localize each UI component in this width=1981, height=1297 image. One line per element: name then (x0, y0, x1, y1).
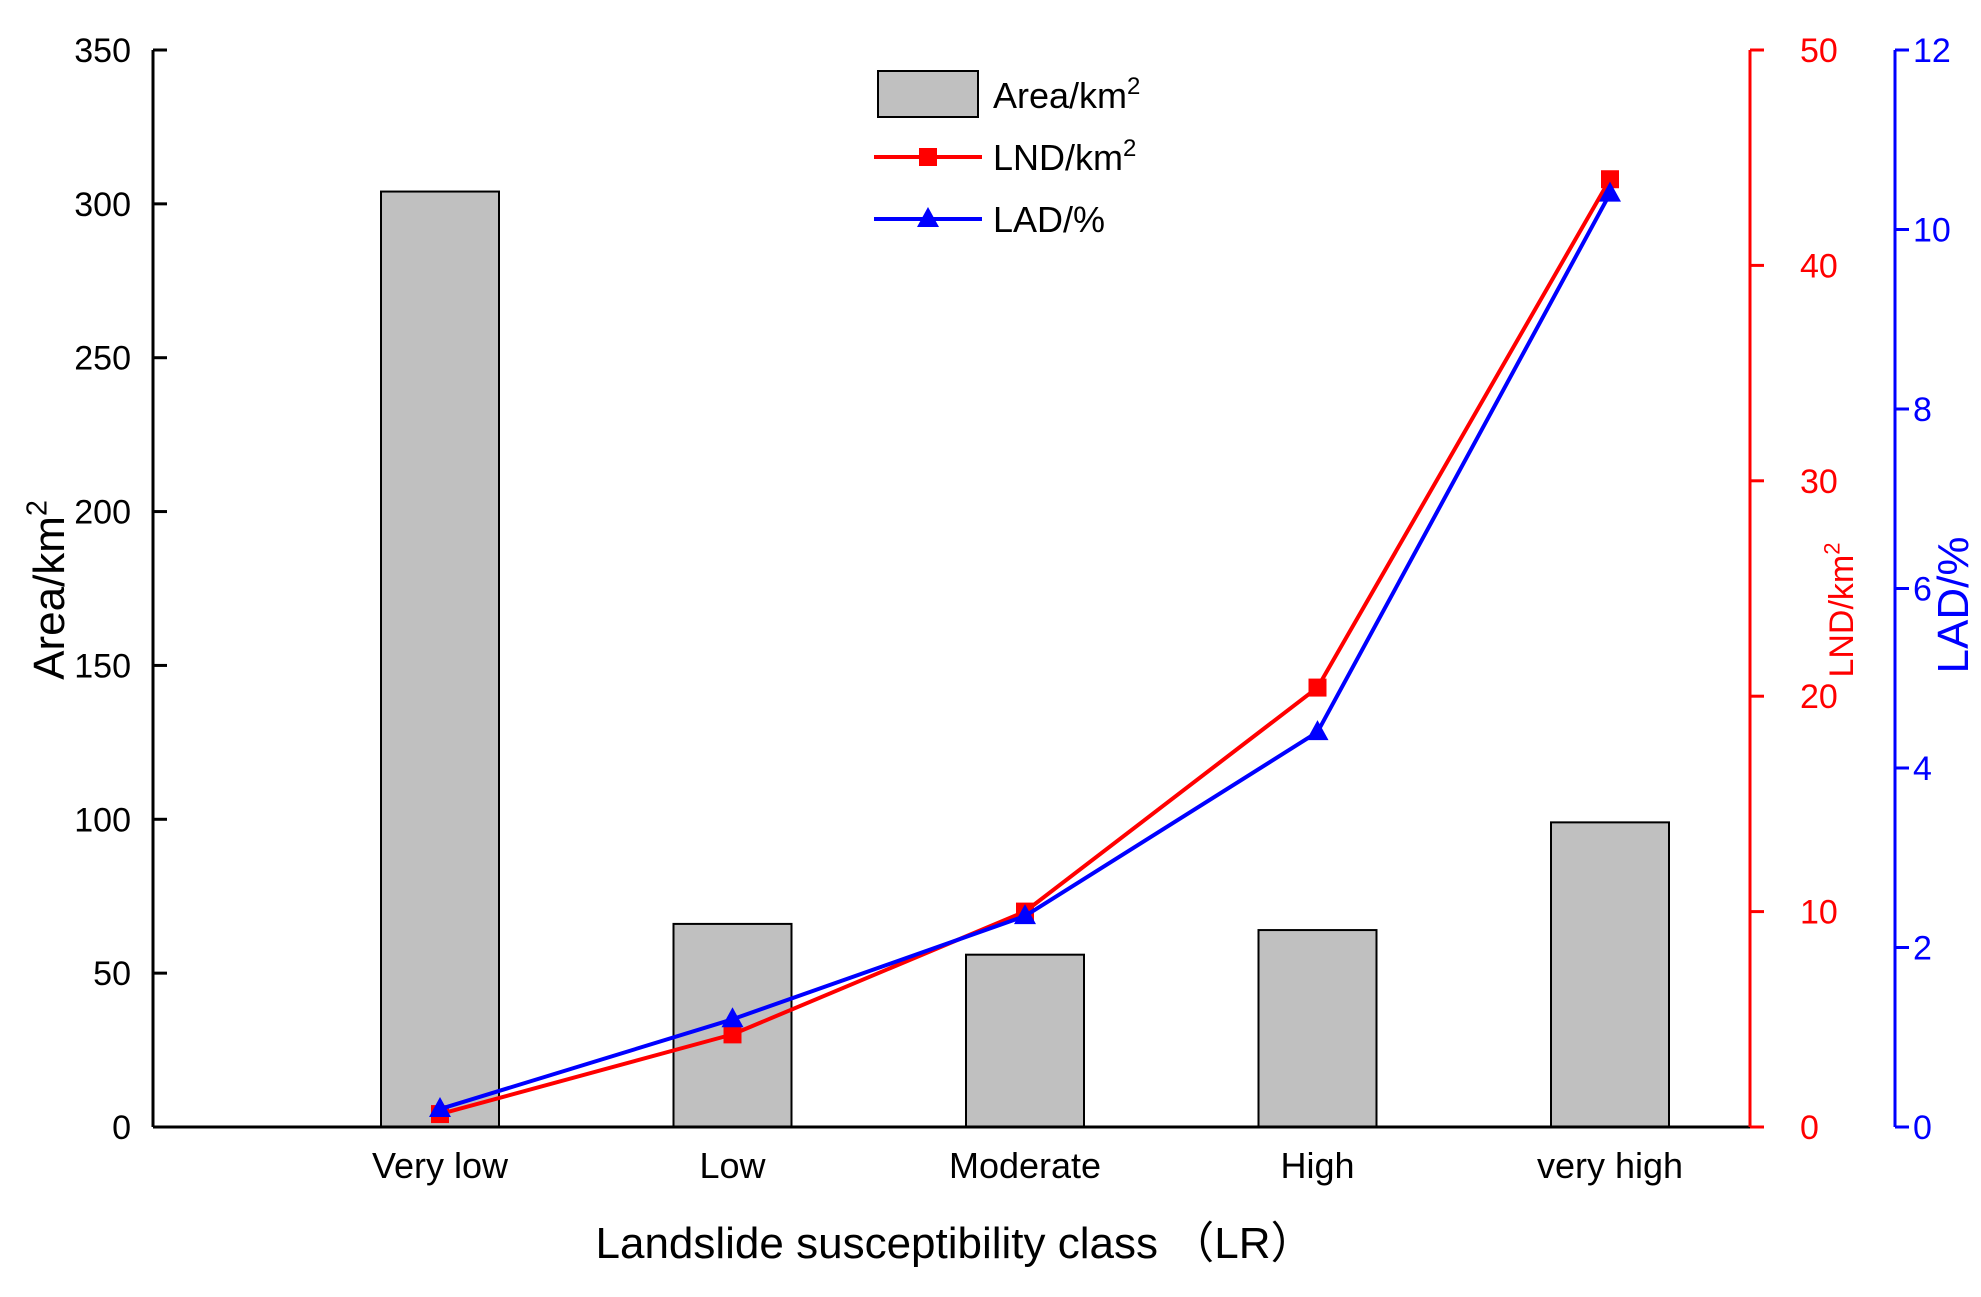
right-lnd-tick-label: 20 (1800, 678, 1838, 716)
right-lad-axis-title: LAD/% (1929, 537, 1978, 674)
legend-label: LAD/% (993, 199, 1105, 240)
x-tick-label: Very low (372, 1145, 509, 1186)
left-tick-label: 150 (74, 647, 131, 685)
x-tick-label: Low (699, 1145, 766, 1186)
left-tick-label: 200 (74, 494, 131, 532)
left-axis-title: Area/km2 (21, 500, 74, 680)
right-lad-tick-label: 4 (1913, 750, 1932, 788)
bar-very-low (380, 190, 500, 1128)
right-lad-tick-label: 6 (1913, 571, 1932, 609)
point-triangle-0 (429, 1097, 451, 1118)
bar-moderate (965, 953, 1085, 1128)
right-lnd-tick-label: 0 (1800, 1109, 1819, 1147)
right-lad-tick-label: 2 (1913, 930, 1932, 968)
point-square-3 (1308, 678, 1327, 697)
legend-label: Area/km2 (993, 73, 1140, 116)
right-lnd-tick-label: 10 (1800, 894, 1838, 932)
right-lad-tick-label: 8 (1913, 391, 1932, 429)
left-tick-label: 350 (74, 32, 131, 70)
right-lad-tick-label: 12 (1913, 32, 1951, 70)
legend-swatch-bar (877, 70, 979, 118)
bar-very-high (1550, 821, 1670, 1128)
left-tick-label: 0 (112, 1109, 131, 1147)
right-lnd-axis-title: LND/km2 (1819, 542, 1861, 677)
right-lnd-tick-label: 50 (1800, 32, 1838, 70)
point-triangle-2 (1014, 904, 1036, 925)
right-lnd-tick-label: 30 (1800, 463, 1838, 501)
x-axis-title: Landslide susceptibility class （LR） (596, 1219, 1315, 1268)
right-lad-tick-label: 10 (1913, 212, 1951, 250)
legend-marker-triangle (917, 207, 939, 227)
legend-label: LND/km2 (993, 135, 1136, 178)
right-lad-tick-label: 0 (1913, 1109, 1932, 1147)
point-triangle-3 (1306, 720, 1329, 741)
legend-marker-square (919, 148, 937, 166)
bar-high (1257, 929, 1378, 1129)
x-tick-label: Moderate (949, 1145, 1101, 1186)
left-tick-label: 50 (93, 955, 131, 993)
point-triangle-4 (1599, 181, 1621, 202)
point-square-1 (723, 1025, 742, 1044)
point-square-4 (1601, 170, 1619, 189)
left-tick-label: 250 (74, 340, 131, 378)
left-tick-label: 300 (74, 186, 131, 224)
left-tick-label: 100 (74, 801, 131, 839)
right-lnd-tick-label: 40 (1800, 247, 1838, 285)
x-tick-label: very high (1537, 1145, 1683, 1186)
point-triangle-1 (721, 1007, 744, 1028)
x-tick-label: High (1280, 1145, 1354, 1186)
